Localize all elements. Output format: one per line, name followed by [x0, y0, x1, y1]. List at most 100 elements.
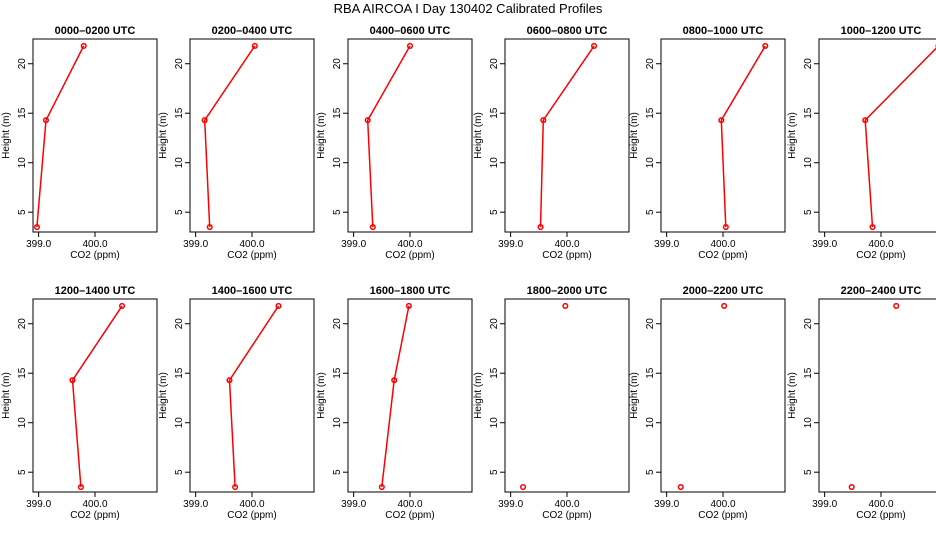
- y-tick-label: 15: [332, 367, 343, 379]
- plot-frame: [347, 38, 473, 233]
- y-tick-label: 5: [645, 209, 656, 215]
- data-point: [33, 224, 40, 231]
- data-point: [251, 42, 258, 49]
- y-tick-label: 10: [489, 157, 500, 169]
- x-axis-label: CO2 (ppm): [70, 250, 119, 261]
- data-point: [42, 117, 50, 124]
- plot-frame: [189, 298, 315, 493]
- y-tick-label: 5: [489, 209, 500, 215]
- data-point: [369, 224, 376, 231]
- y-axis-label: Height (m): [473, 372, 484, 419]
- plot-frame: [32, 38, 158, 233]
- data-point: [232, 484, 239, 491]
- panel-title: 2000–2200 UTC: [683, 285, 764, 297]
- series-line: [36, 45, 85, 228]
- plot-frame: [818, 38, 936, 233]
- data-point: [540, 117, 547, 124]
- x-tick-label: 399.0: [498, 239, 523, 250]
- data-point: [69, 377, 76, 384]
- data-point: [721, 302, 728, 309]
- y-axis-label: Height (m): [158, 372, 169, 419]
- series-line: [366, 45, 411, 228]
- x-axis-label: CO2 (ppm): [698, 250, 747, 261]
- y-tick-label: 10: [332, 157, 343, 169]
- y-tick-label: 15: [174, 107, 185, 119]
- y-tick-label: 10: [17, 417, 28, 429]
- panel-title: 0400–0600 UTC: [370, 25, 451, 37]
- data-point: [591, 42, 598, 49]
- x-tick-label: 399.0: [654, 239, 679, 250]
- y-axis-label: Height (m): [316, 372, 327, 419]
- plot-frame: [818, 298, 936, 493]
- data-point: [537, 224, 544, 231]
- series-line: [71, 305, 123, 488]
- y-tick-label: 10: [803, 417, 814, 429]
- y-tick-label: 5: [17, 469, 28, 475]
- y-axis-label: Height (m): [629, 112, 640, 159]
- x-tick-label: 400.0: [239, 499, 264, 510]
- series-line: [203, 45, 256, 228]
- plot-frame: [347, 298, 473, 493]
- plot-frame: [504, 38, 630, 233]
- x-tick-label: 400.0: [554, 239, 579, 250]
- y-tick-label: 5: [489, 469, 500, 475]
- data-point: [405, 302, 412, 309]
- y-tick-label: 20: [803, 58, 814, 70]
- x-axis-label: CO2 (ppm): [542, 510, 591, 521]
- data-point: [862, 117, 869, 124]
- y-tick-label: 15: [332, 107, 343, 119]
- y-tick-label: 10: [803, 157, 814, 169]
- x-tick-label: 400.0: [82, 499, 107, 510]
- series-line: [864, 47, 936, 228]
- series-line: [720, 45, 766, 228]
- y-tick-label: 5: [332, 469, 343, 475]
- x-tick-label: 399.0: [654, 499, 679, 510]
- x-axis-label: CO2 (ppm): [856, 510, 905, 521]
- y-axis-label: Height (m): [787, 372, 798, 419]
- y-tick-label: 20: [489, 58, 500, 70]
- y-axis-label: Height (m): [316, 112, 327, 159]
- panel-title: 1600–1800 UTC: [370, 285, 451, 297]
- y-tick-label: 15: [174, 367, 185, 379]
- y-tick-label: 10: [174, 157, 185, 169]
- y-axis-label: Height (m): [629, 372, 640, 419]
- x-tick-label: 400.0: [397, 239, 422, 250]
- y-tick-label: 15: [489, 367, 500, 379]
- y-tick-label: 15: [645, 367, 656, 379]
- data-point: [677, 484, 684, 491]
- y-tick-label: 15: [803, 107, 814, 119]
- series-line: [381, 305, 410, 488]
- x-tick-label: 399.0: [183, 499, 208, 510]
- plot-frame: [32, 298, 158, 493]
- data-point: [869, 224, 876, 231]
- y-tick-label: 5: [17, 209, 28, 215]
- y-tick-label: 5: [332, 209, 343, 215]
- y-axis-label: Height (m): [158, 112, 169, 159]
- y-tick-label: 15: [645, 107, 656, 119]
- y-tick-label: 20: [645, 318, 656, 330]
- panel-title: 0800–1000 UTC: [683, 25, 764, 37]
- panel-title: 1800–2000 UTC: [527, 285, 608, 297]
- plot-frame: [660, 38, 786, 233]
- y-tick-label: 20: [174, 318, 185, 330]
- data-point: [206, 224, 213, 231]
- figure-title: RBA AIRCOA I Day 130402 Calibrated Profi…: [334, 1, 603, 16]
- panel-title: 1000–1200 UTC: [841, 25, 922, 37]
- y-tick-label: 10: [174, 417, 185, 429]
- plot-frame: [504, 298, 630, 493]
- data-point: [119, 302, 126, 309]
- y-tick-label: 10: [332, 417, 343, 429]
- x-axis-label: CO2 (ppm): [70, 510, 119, 521]
- panel-title: 0600–0800 UTC: [527, 25, 608, 37]
- data-point: [80, 42, 87, 49]
- x-axis-label: CO2 (ppm): [542, 250, 591, 261]
- x-tick-label: 399.0: [183, 239, 208, 250]
- series-line: [228, 305, 280, 488]
